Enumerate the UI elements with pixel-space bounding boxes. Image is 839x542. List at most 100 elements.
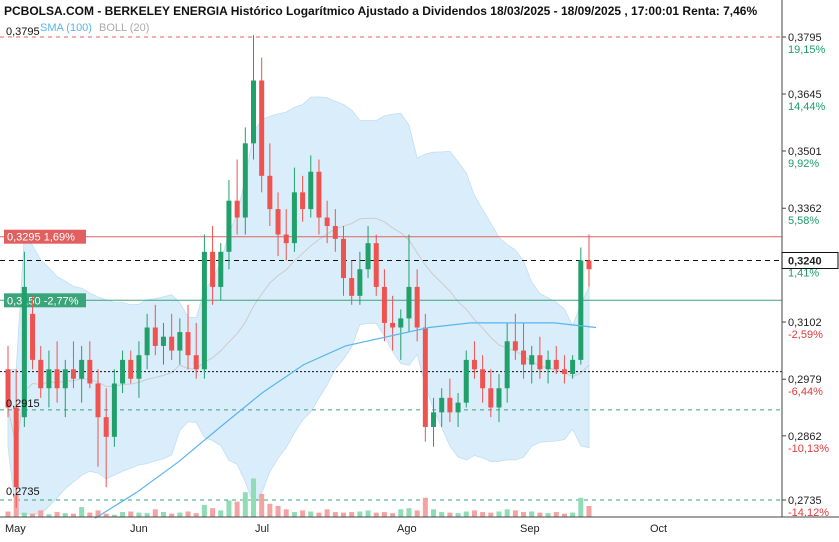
candle xyxy=(406,234,412,333)
price-tick-label: 0,3795 xyxy=(788,32,822,44)
month-label: May xyxy=(5,523,26,535)
candle xyxy=(463,350,469,408)
volume-bar xyxy=(512,510,518,517)
candle-body xyxy=(406,286,412,319)
candle xyxy=(439,388,445,427)
candle xyxy=(62,359,68,418)
candle-body xyxy=(38,359,44,389)
candle-body xyxy=(455,402,461,413)
candle-body xyxy=(87,359,93,384)
candle xyxy=(283,209,289,261)
volume-bar xyxy=(455,513,461,517)
volume-bar xyxy=(324,509,330,517)
candle-body xyxy=(218,251,224,287)
month-label: Ago xyxy=(397,523,417,535)
volume-bars xyxy=(5,478,592,517)
support-label: 0,3150 -2,77% xyxy=(7,295,79,307)
volume-bar xyxy=(406,508,412,517)
volume-bar xyxy=(373,512,379,517)
candle xyxy=(586,234,592,287)
candle xyxy=(545,350,551,384)
candle-body xyxy=(373,243,379,287)
boll-legend[interactable]: BOLL (20) xyxy=(99,22,150,34)
candle-body xyxy=(234,200,240,218)
volume-bar xyxy=(210,508,216,517)
volume-bar xyxy=(504,509,510,517)
volume-bar xyxy=(561,513,567,517)
volume-bar xyxy=(545,513,551,517)
candle xyxy=(521,322,527,379)
candle-body xyxy=(201,251,207,370)
volume-bar xyxy=(578,497,584,517)
volume-bar xyxy=(471,510,477,517)
volume-bar xyxy=(431,509,437,517)
candle-body xyxy=(341,238,347,279)
candle-body xyxy=(62,369,68,389)
candle xyxy=(504,322,510,403)
candles xyxy=(5,35,592,508)
volume-bar xyxy=(537,512,543,517)
candle xyxy=(471,341,477,379)
candle-body xyxy=(193,355,199,370)
volume-bar xyxy=(349,512,355,517)
candle xyxy=(480,355,486,403)
sma-legend[interactable]: SMA (100) xyxy=(40,22,92,34)
candle-body xyxy=(242,143,248,218)
volume-bar xyxy=(570,512,576,517)
percent-tick-label: -14,12% xyxy=(788,507,829,519)
candle-body xyxy=(447,397,453,413)
candle-body xyxy=(381,286,387,323)
candle-body xyxy=(586,260,592,270)
candle-body xyxy=(144,327,150,356)
volume-bar xyxy=(128,511,134,517)
candle xyxy=(103,388,109,488)
volume-bar xyxy=(447,512,453,517)
candle-body xyxy=(283,234,289,244)
candle xyxy=(275,192,281,257)
volume-bar xyxy=(398,509,404,517)
price-tick-label: 0,2979 xyxy=(788,374,822,386)
price-tick-label: 0,2735 xyxy=(788,495,822,507)
volume-bar xyxy=(177,512,183,517)
candle-body xyxy=(324,217,330,227)
volume-bar xyxy=(283,509,289,517)
candle-body xyxy=(128,359,134,379)
candle-body xyxy=(308,171,314,210)
candle-body xyxy=(30,313,36,360)
left-top-label: 0,3795 xyxy=(6,26,40,38)
candle-body xyxy=(70,369,76,379)
candle-body xyxy=(496,388,502,408)
volume-bar xyxy=(275,506,281,517)
volume-bar xyxy=(586,506,592,517)
price-tick-label: 0,3362 xyxy=(788,203,822,215)
candle-body xyxy=(512,341,518,351)
candle-body xyxy=(54,369,60,389)
candle xyxy=(332,209,338,252)
volume-bar xyxy=(62,513,68,517)
candle xyxy=(185,304,191,370)
candle-body xyxy=(422,327,428,427)
volume-bar xyxy=(120,512,126,517)
candle-body xyxy=(5,369,11,408)
candle xyxy=(210,226,216,305)
volume-bar xyxy=(308,511,314,517)
candle xyxy=(250,35,256,160)
price-tick-label: 0,3645 xyxy=(788,89,822,101)
volume-bar xyxy=(218,510,224,517)
candle xyxy=(120,350,126,394)
candle-body xyxy=(431,412,437,427)
candle-body xyxy=(111,383,117,437)
candle xyxy=(512,313,518,360)
volume-bar xyxy=(291,512,297,517)
candle-body xyxy=(291,192,297,244)
percent-tick-label: 1,41% xyxy=(788,267,819,279)
candle xyxy=(431,397,437,447)
candle xyxy=(13,369,19,508)
candle-body xyxy=(300,192,306,210)
volume-bar xyxy=(267,503,273,517)
candle-body xyxy=(578,260,584,360)
volume-bar xyxy=(234,501,240,517)
volume-bar xyxy=(332,512,338,517)
candle xyxy=(390,295,396,351)
